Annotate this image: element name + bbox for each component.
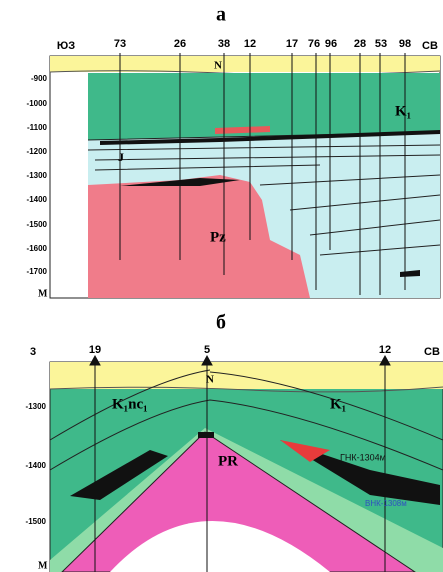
well-label: 3	[30, 346, 36, 358]
depth-unit: М	[38, 560, 48, 571]
section-b	[50, 362, 443, 572]
panel-label: б	[216, 312, 226, 334]
panel-label: а	[216, 4, 226, 26]
well-label: 17	[286, 38, 298, 50]
well-label: 26	[174, 38, 186, 50]
depth-label: -1100	[27, 123, 48, 132]
depth-label: -1300	[26, 402, 47, 411]
depth-label: -900	[31, 74, 48, 83]
contact-label: ГНК-1304м	[340, 452, 386, 462]
direction: ЮЗ	[57, 40, 75, 52]
well-label: 12	[244, 38, 256, 50]
neogene-layer	[50, 362, 443, 389]
neogene-layer	[50, 56, 440, 72]
direction: СВ	[422, 40, 438, 52]
well-label: 28	[354, 38, 366, 50]
unit-label: K₁	[330, 396, 346, 412]
unit-label: N	[206, 374, 214, 386]
section-a	[50, 56, 440, 298]
unit-label: PR	[218, 453, 238, 469]
depth-label: -1500	[27, 220, 48, 229]
unit-label: Pz	[210, 229, 226, 245]
well-label: 38	[218, 38, 230, 50]
depth-unit: М	[38, 288, 48, 299]
well-label: 98	[399, 38, 411, 50]
depth-label: -1300	[27, 171, 48, 180]
contact-label: ВНК-1308м	[365, 499, 407, 508]
depth-label: -1500	[26, 517, 47, 526]
direction: СВ	[424, 346, 440, 358]
depth-label: -1700	[27, 267, 48, 276]
well-label: 53	[375, 38, 387, 50]
depth-label: -1600	[27, 244, 48, 253]
figure: а ЮЗ СВ 73 26 38 12 17 76 96 28 53 98 -9…	[0, 0, 443, 572]
well-label: 76	[308, 38, 320, 50]
reservoir	[198, 432, 214, 438]
unit-label: K₁	[395, 103, 411, 119]
unit-label: N	[214, 60, 222, 72]
depth-label: -1200	[27, 147, 48, 156]
unit-label: K₁nc₁	[112, 396, 148, 412]
unit-label: J	[118, 150, 124, 164]
well-label: 12	[379, 344, 391, 356]
well-label: 96	[325, 38, 337, 50]
well-label: 73	[114, 38, 126, 50]
well-label: 5	[204, 344, 210, 356]
depth-label: -1000	[27, 99, 48, 108]
depth-label: -1400	[27, 195, 48, 204]
depth-label: -1400	[26, 461, 47, 470]
well-label: 19	[89, 344, 101, 356]
